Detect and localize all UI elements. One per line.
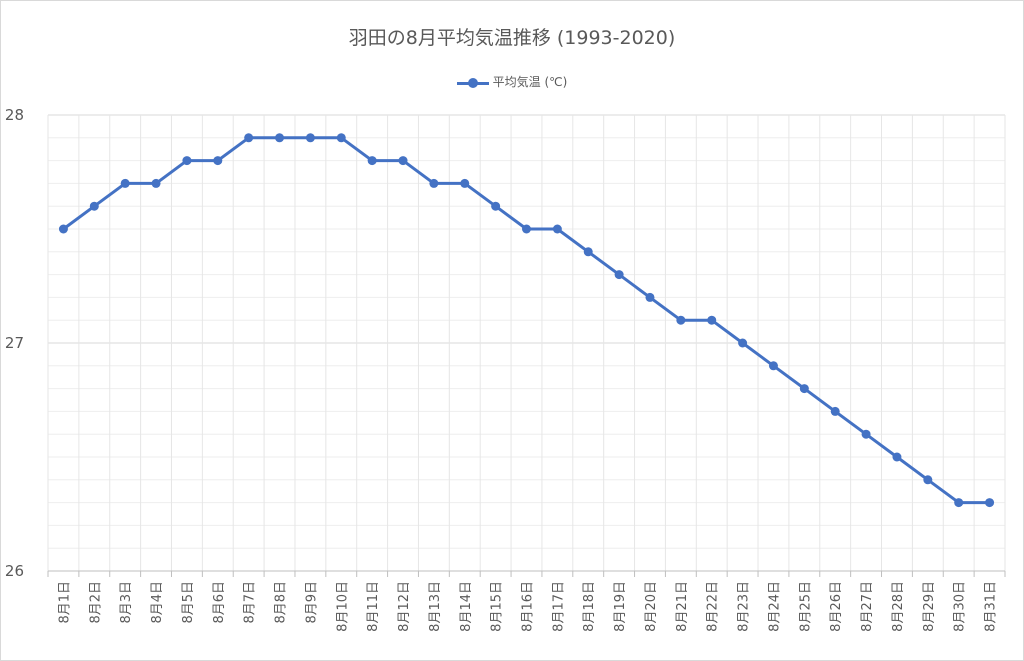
data-point xyxy=(707,315,717,325)
x-tick-label: 8月26日 xyxy=(829,581,844,632)
data-point xyxy=(460,178,470,188)
x-tick-label: 8月17日 xyxy=(551,581,566,632)
data-point xyxy=(244,133,254,143)
x-tick-label: 8月22日 xyxy=(706,581,721,632)
x-tick-label: 8月18日 xyxy=(582,581,597,632)
data-point xyxy=(275,133,285,143)
data-point xyxy=(861,429,871,439)
x-tick-label: 8月3日 xyxy=(119,581,134,624)
data-point xyxy=(522,224,531,234)
x-tick-label: 8月12日 xyxy=(397,581,412,632)
data-point xyxy=(151,178,161,188)
x-tick-label: 8月15日 xyxy=(490,581,505,632)
x-tick-label: 8月27日 xyxy=(860,581,875,632)
x-tick-label: 8月16日 xyxy=(521,581,536,632)
x-tick-label: 8月23日 xyxy=(737,581,752,632)
data-point xyxy=(738,338,748,348)
x-tick-label: 8月21日 xyxy=(675,581,690,632)
x-tick-label: 8月4日 xyxy=(150,581,165,624)
x-tick-label: 8月14日 xyxy=(459,581,474,632)
data-point xyxy=(491,201,501,211)
legend-label: 平均気温 (℃) xyxy=(492,75,568,89)
data-point xyxy=(985,498,995,508)
y-tick-label: 26 xyxy=(5,562,24,580)
x-tick-label: 8月31日 xyxy=(984,581,999,632)
x-tick-label: 8月1日 xyxy=(57,581,72,624)
x-tick-label: 8月9日 xyxy=(304,581,319,624)
x-tick-label: 8月24日 xyxy=(767,581,782,632)
data-point xyxy=(429,178,439,188)
data-point xyxy=(367,156,377,166)
x-tick-label: 8月6日 xyxy=(212,581,227,624)
data-point xyxy=(676,315,686,325)
data-point xyxy=(583,247,593,257)
data-point xyxy=(336,133,346,143)
x-tick-label: 8月5日 xyxy=(181,581,196,624)
x-tick-label: 8月28日 xyxy=(891,581,906,632)
data-point xyxy=(614,270,624,280)
data-point xyxy=(645,292,655,302)
data-point xyxy=(552,224,562,234)
x-tick-label: 8月25日 xyxy=(798,581,813,632)
data-point xyxy=(954,498,964,508)
y-tick-label: 27 xyxy=(5,334,24,352)
x-tick-label: 8月19日 xyxy=(613,581,628,632)
data-point xyxy=(799,384,809,394)
legend-line-marker xyxy=(456,77,489,89)
x-tick-label: 8月10日 xyxy=(335,581,350,632)
data-point xyxy=(89,201,99,211)
x-tick-label: 8月7日 xyxy=(243,581,258,624)
data-point xyxy=(892,452,902,462)
data-point xyxy=(58,224,68,234)
y-tick-label: 28 xyxy=(5,106,24,124)
x-tick-label: 8月13日 xyxy=(428,581,443,632)
x-tick-label: 8月20日 xyxy=(644,581,659,632)
data-point xyxy=(305,133,315,143)
data-point xyxy=(830,406,840,416)
x-tick-label: 8月29日 xyxy=(922,581,937,632)
data-point xyxy=(213,156,223,166)
data-point xyxy=(182,156,192,166)
data-point xyxy=(923,475,933,485)
data-point xyxy=(398,156,408,166)
x-tick-label: 8月30日 xyxy=(953,581,968,632)
chart-title: 羽田の8月平均気温推移 (1993-2020) xyxy=(348,27,676,49)
legend: 平均気温 (℃) xyxy=(1,73,1023,90)
x-tick-label: 8月8日 xyxy=(274,581,289,624)
x-tick-label: 8月11日 xyxy=(366,581,381,632)
data-point xyxy=(768,361,778,371)
x-tick-label: 8月2日 xyxy=(88,581,103,624)
data-point xyxy=(120,178,130,188)
